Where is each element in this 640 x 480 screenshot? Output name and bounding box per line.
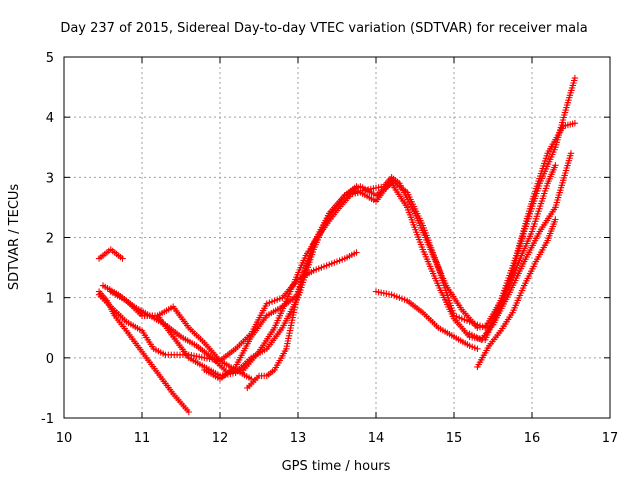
x-tick-label: 14	[368, 431, 385, 446]
y-tick-label: 2	[46, 232, 54, 247]
chart-title: Day 237 of 2015, Sidereal Day-to-day VTE…	[60, 21, 587, 36]
data-point	[353, 183, 360, 190]
y-tick-label: -1	[41, 412, 54, 427]
series-arc11	[466, 74, 579, 343]
x-tick-label: 12	[212, 431, 229, 446]
x-tick-label: 16	[524, 431, 541, 446]
series-arc9	[372, 288, 481, 352]
y-tick-label: 4	[46, 111, 54, 126]
x-axis-label: GPS time / hours	[282, 459, 391, 474]
series-arc8	[244, 183, 360, 392]
data-point	[119, 255, 126, 262]
y-tick-label: 5	[46, 51, 54, 66]
x-tick-label: 13	[290, 431, 307, 446]
data-point	[474, 345, 481, 352]
data-point	[353, 249, 360, 256]
data-point	[571, 74, 579, 82]
y-tick-label: 1	[46, 292, 54, 307]
data-point	[571, 120, 579, 127]
y-axis-label: SDTVAR / TECUs	[7, 184, 22, 291]
series-layer	[95, 74, 579, 416]
x-tick-label: 11	[134, 431, 151, 446]
data-point	[552, 216, 559, 223]
data-point	[567, 150, 575, 157]
data-point	[552, 162, 559, 169]
series-arc1	[95, 246, 126, 262]
series-arc10	[474, 216, 559, 371]
x-tick-label: 10	[56, 431, 73, 446]
x-tick-label: 15	[446, 431, 463, 446]
y-tick-label: 0	[46, 352, 54, 367]
data-point	[185, 408, 192, 416]
x-tick-label: 17	[602, 431, 619, 446]
y-tick-label: 3	[46, 171, 54, 186]
